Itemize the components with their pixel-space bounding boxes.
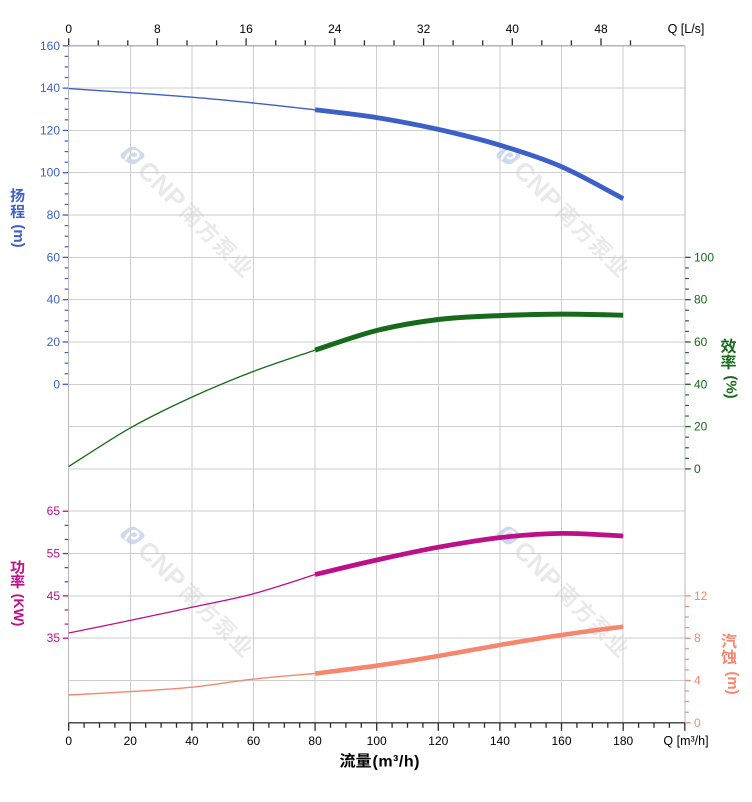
svg-text:(m): (m) bbox=[724, 671, 741, 694]
svg-text:100: 100 bbox=[40, 166, 60, 180]
svg-text:32: 32 bbox=[417, 22, 431, 36]
svg-text:16: 16 bbox=[239, 22, 253, 36]
svg-text:35: 35 bbox=[47, 631, 61, 645]
svg-text:4: 4 bbox=[694, 674, 701, 688]
svg-text:120: 120 bbox=[40, 123, 60, 137]
svg-text:65: 65 bbox=[47, 504, 61, 518]
svg-text:(%): (%) bbox=[723, 375, 740, 398]
svg-text:180: 180 bbox=[613, 734, 633, 748]
svg-text:(m): (m) bbox=[10, 224, 27, 247]
svg-text:48: 48 bbox=[594, 22, 608, 36]
svg-text:60: 60 bbox=[47, 250, 61, 264]
svg-text:160: 160 bbox=[40, 39, 60, 53]
svg-text:20: 20 bbox=[694, 420, 708, 434]
svg-text:80: 80 bbox=[47, 208, 61, 222]
svg-text:40: 40 bbox=[694, 377, 708, 391]
svg-text:60: 60 bbox=[694, 335, 708, 349]
svg-text:20: 20 bbox=[124, 734, 138, 748]
svg-text:40: 40 bbox=[506, 22, 520, 36]
svg-text:24: 24 bbox=[328, 22, 342, 36]
svg-text:100: 100 bbox=[694, 250, 714, 264]
svg-text:120: 120 bbox=[428, 734, 448, 748]
svg-text:Q [L/s]: Q [L/s] bbox=[668, 22, 705, 36]
svg-text:0: 0 bbox=[694, 462, 701, 476]
svg-text:8: 8 bbox=[154, 22, 161, 36]
svg-text:(m³/h): (m³/h) bbox=[373, 754, 420, 771]
svg-text:55: 55 bbox=[47, 547, 61, 561]
svg-text:20: 20 bbox=[47, 335, 61, 349]
svg-text:0: 0 bbox=[53, 377, 60, 391]
svg-text:(KW): (KW) bbox=[11, 594, 27, 627]
svg-text:12: 12 bbox=[694, 589, 708, 603]
svg-text:60: 60 bbox=[247, 734, 261, 748]
svg-text:45: 45 bbox=[47, 589, 61, 603]
svg-text:140: 140 bbox=[40, 81, 60, 95]
svg-text:0: 0 bbox=[65, 22, 72, 36]
svg-text:80: 80 bbox=[308, 734, 322, 748]
svg-text:160: 160 bbox=[551, 734, 571, 748]
svg-text:100: 100 bbox=[367, 734, 387, 748]
svg-text:Q [m³/h]: Q [m³/h] bbox=[663, 734, 708, 748]
svg-text:40: 40 bbox=[47, 293, 61, 307]
svg-text:140: 140 bbox=[490, 734, 510, 748]
svg-text:40: 40 bbox=[185, 734, 199, 748]
svg-text:0: 0 bbox=[65, 734, 72, 748]
svg-text:8: 8 bbox=[694, 631, 701, 645]
svg-text:0: 0 bbox=[694, 716, 701, 730]
svg-text:80: 80 bbox=[694, 293, 708, 307]
